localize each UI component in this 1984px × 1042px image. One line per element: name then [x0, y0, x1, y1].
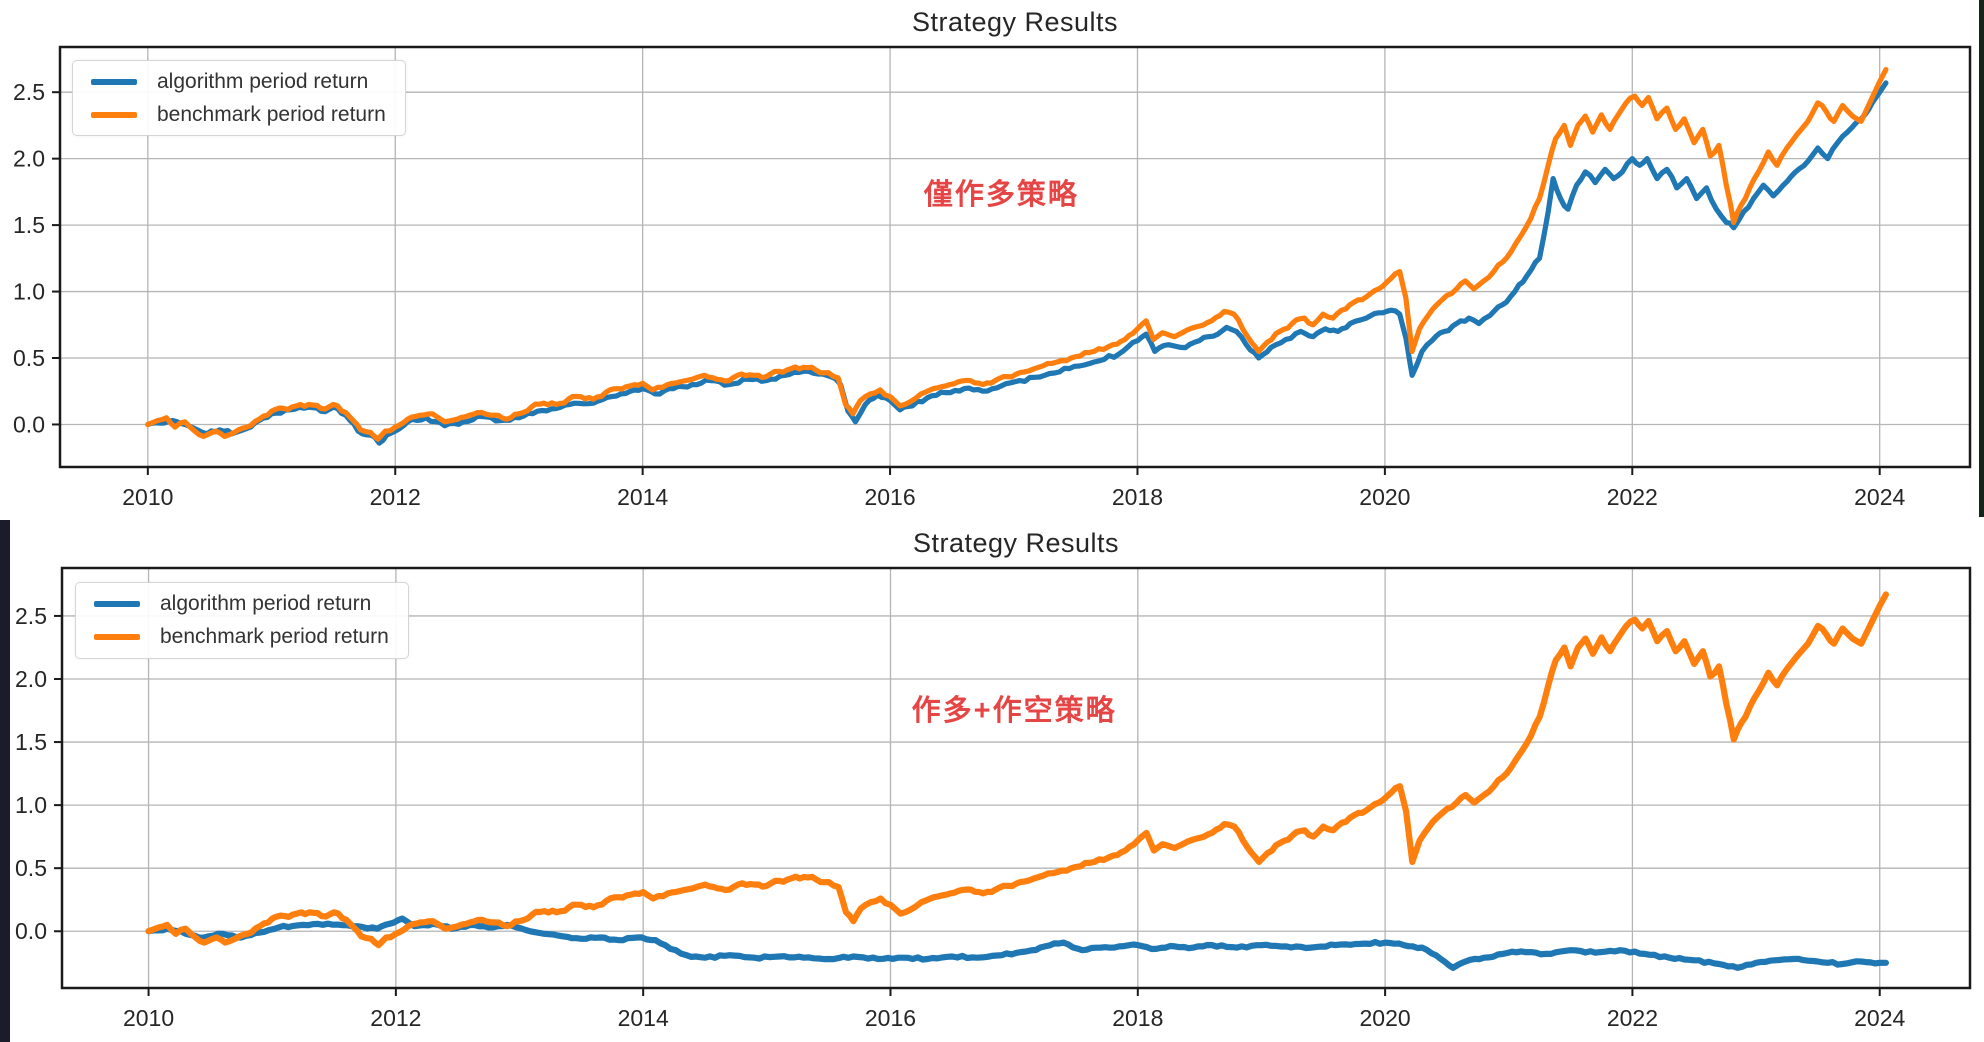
y-tick-label: 0.0 [15, 918, 47, 944]
y-tick-label: 0.5 [15, 855, 47, 881]
chart-title-bottom: Strategy Results [912, 528, 1120, 558]
x-tick-label: 2012 [370, 484, 421, 510]
plot-frame [60, 566, 1972, 990]
y-tick-label: 1.5 [15, 729, 47, 755]
annotation-long-short: 作多+作空策略 [911, 695, 1117, 727]
x-tick-label: 2018 [1112, 1005, 1163, 1031]
legend-item: algorithm period return [91, 70, 387, 94]
y-tick-label: 2.0 [15, 666, 47, 692]
legend-item: benchmark period return [94, 625, 390, 649]
legend-line-swatch [91, 111, 137, 118]
right-edge-bar [1979, 0, 1984, 517]
series-line-benchmark [145, 67, 1889, 442]
x-tick-label: 2016 [864, 484, 915, 510]
annotation-long-only: 僅作多策略 [923, 178, 1079, 211]
y-tick-label: 2.5 [15, 603, 47, 629]
plot-frame [58, 45, 1972, 469]
x-tick-label: 2014 [617, 484, 668, 510]
legend-bottom: algorithm period return benchmark period … [75, 582, 409, 659]
x-tick-label: 2010 [123, 1005, 174, 1031]
series-line-benchmark [145, 591, 1889, 949]
x-tick-label: 2022 [1607, 1005, 1658, 1031]
x-tick-label: 2020 [1360, 1005, 1411, 1031]
y-tick-label: 1.5 [13, 212, 45, 238]
x-tick-label: 2022 [1607, 484, 1658, 510]
x-tick-label: 2020 [1359, 484, 1410, 510]
series-line-algorithm [145, 80, 1889, 446]
legend-label: benchmark period return [160, 625, 389, 648]
legend-top: algorithm period return benchmark period … [72, 60, 406, 136]
chart-title-top: Strategy Results [911, 7, 1119, 37]
legend-item: algorithm period return [94, 592, 390, 616]
legend-line-swatch [91, 78, 137, 85]
legend-line-swatch [94, 601, 140, 607]
x-tick-label: 2014 [618, 1005, 669, 1031]
y-tick-label: 2.5 [13, 79, 45, 105]
x-tick-label: 2012 [370, 1005, 421, 1031]
chart-panel-0: 2010 2012 2014 2016 2018 2020 2022 2024 0.0 0.5 1.… [13, 45, 1972, 510]
x-tick-label: 2016 [865, 1005, 916, 1031]
y-tick-label: 0.5 [13, 345, 45, 371]
y-tick-label: 2.0 [13, 146, 45, 172]
y-tick-label: 1.0 [15, 792, 47, 818]
legend-line-swatch [94, 634, 140, 640]
y-tick-label: 0.0 [13, 411, 45, 437]
left-edge-bar [0, 520, 10, 1042]
legend-label: benchmark period return [157, 102, 386, 126]
legend-item: benchmark period return [91, 103, 387, 127]
x-tick-label: 2010 [122, 484, 173, 510]
x-tick-label: 2018 [1112, 484, 1163, 510]
legend-label: algorithm period return [157, 69, 369, 93]
x-tick-label: 2024 [1854, 484, 1905, 510]
legend-label: algorithm period return [160, 592, 372, 615]
y-tick-label: 1.0 [13, 279, 45, 305]
x-tick-label: 2024 [1854, 1005, 1905, 1031]
